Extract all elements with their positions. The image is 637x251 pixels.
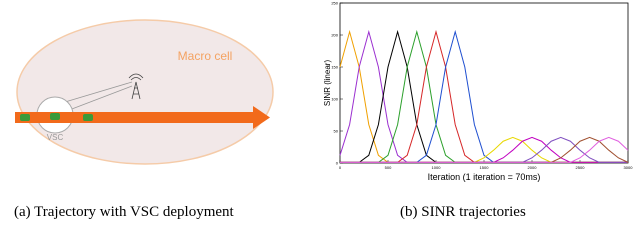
y-tick-label: 100 [331,97,338,102]
y-tick-label: 150 [331,65,338,70]
x-tick-label: 1000 [432,165,442,170]
x-tick-label: 2000 [528,165,538,170]
x-axis-label: Iteration (1 iteration = 70ms) [428,172,541,182]
x-tick-label: 500 [385,165,392,170]
x-tick-label: 3000 [624,165,634,170]
macro-cell [17,20,273,164]
caption-a: (a) Trajectory with VSC deployment [14,203,284,222]
page: Macro cell VSC SINR (linear) Iteration (… [0,0,637,251]
vehicle [83,114,93,121]
diagram: Macro cell VSC [15,20,273,164]
vehicle [20,114,30,121]
cell-label: Macro cell [178,49,233,63]
vsc-label: VSC [47,133,64,142]
y-tick-label: 250 [331,1,338,6]
sinr-curve [340,32,628,163]
x-tick-label: 1500 [480,165,490,170]
x-tick-label: 2500 [576,165,586,170]
figure: Macro cell VSC SINR (linear) Iteration (… [0,0,637,200]
chart: SINR (linear) Iteration (1 iteration = 7… [323,1,633,183]
y-tick-label: 50 [334,129,339,134]
caption-b: (b) SINR trajectories [400,203,526,222]
y-tick-label: 200 [331,33,338,38]
x-tick-label: 0 [339,165,342,170]
vehicle [50,113,60,120]
